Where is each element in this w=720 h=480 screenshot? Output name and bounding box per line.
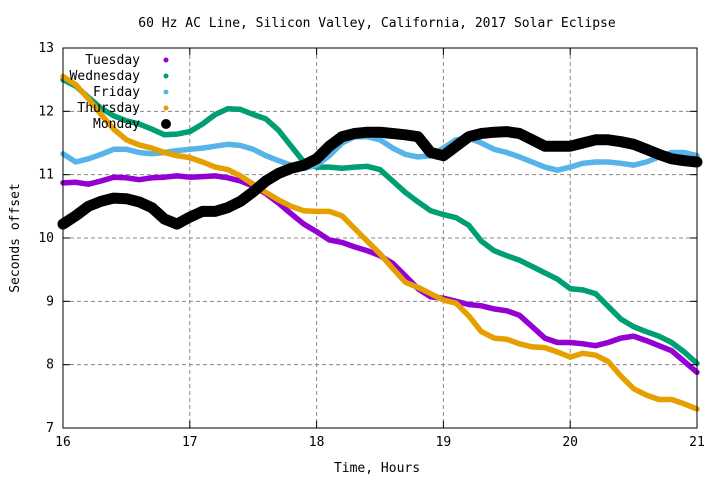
y-tick-label: 9 <box>46 294 54 309</box>
legend-label-wednesday: Wednesday <box>70 69 141 84</box>
chart-title: 60 Hz AC Line, Silicon Valley, Californi… <box>138 16 616 31</box>
x-axis-label: Time, Hours <box>334 461 420 476</box>
legend-label-friday: Friday <box>93 85 140 100</box>
series-line-monday <box>57 126 703 230</box>
y-tick-label: 11 <box>38 168 54 183</box>
legend-marker-friday <box>163 89 169 95</box>
x-tick-label: 18 <box>309 435 325 450</box>
legend-label-monday: Monday <box>93 117 140 132</box>
y-tick-label: 8 <box>46 358 54 373</box>
legend-marker-monday <box>161 119 171 129</box>
y-tick-label: 10 <box>38 231 54 246</box>
series-line-thursday <box>60 73 700 412</box>
x-tick-label: 21 <box>689 435 705 450</box>
axis-ticks: 16 17 18 19 20 21 7 8 9 10 11 12 13 <box>38 41 704 450</box>
legend-marker-wednesday <box>163 73 169 79</box>
legend-label-tuesday: Tuesday <box>85 53 140 68</box>
x-tick-label: 17 <box>182 435 198 450</box>
x-tick-label: 19 <box>436 435 452 450</box>
series-line-wednesday <box>60 76 700 367</box>
legend-label-thursday: Thursday <box>77 101 140 116</box>
x-tick-label: 16 <box>55 435 71 450</box>
legend-marker-tuesday <box>163 57 169 63</box>
x-tick-label: 20 <box>562 435 578 450</box>
y-tick-label: 12 <box>38 104 54 119</box>
y-axis-label: Seconds offset <box>8 183 23 293</box>
y-tick-label: 7 <box>46 421 54 436</box>
y-tick-label: 13 <box>38 41 54 56</box>
series-layer <box>57 73 703 412</box>
legend-marker-thursday <box>163 105 169 111</box>
